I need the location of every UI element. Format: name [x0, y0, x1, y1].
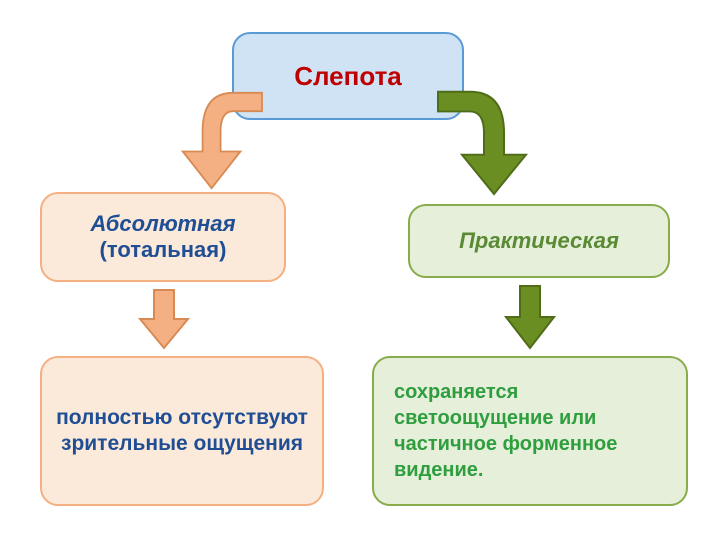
- arrow-right-down-shape: [506, 286, 554, 348]
- left-leaf-text: полностью отсутствуют зрительные ощущени…: [54, 405, 310, 458]
- right-leaf-node: сохраняется светоощущение или частичное …: [372, 356, 688, 506]
- arrow-left-down-shape: [140, 290, 188, 348]
- arrow-root-to-left: [172, 80, 262, 190]
- arrow-root-to-right-shape: [438, 92, 526, 194]
- left-leaf-node: полностью отсутствуют зрительные ощущени…: [40, 356, 324, 506]
- arrow-root-to-right: [438, 78, 538, 196]
- right-mid-node: Практическая: [408, 204, 670, 278]
- left-mid-node: Абсолютная (тотальная): [40, 192, 286, 282]
- left-mid-sub: (тотальная): [90, 237, 235, 263]
- arrow-root-to-left-shape: [183, 93, 262, 188]
- right-leaf-text: сохраняется светоощущение или частичное …: [394, 379, 666, 483]
- arrow-right-down: [506, 286, 554, 348]
- left-mid-main: Абсолютная: [90, 211, 235, 237]
- root-node: Слепота: [232, 32, 464, 120]
- root-label: Слепота: [294, 61, 402, 92]
- arrow-left-down: [140, 290, 188, 348]
- left-mid-text: Абсолютная (тотальная): [90, 211, 235, 263]
- right-mid-label: Практическая: [459, 228, 619, 254]
